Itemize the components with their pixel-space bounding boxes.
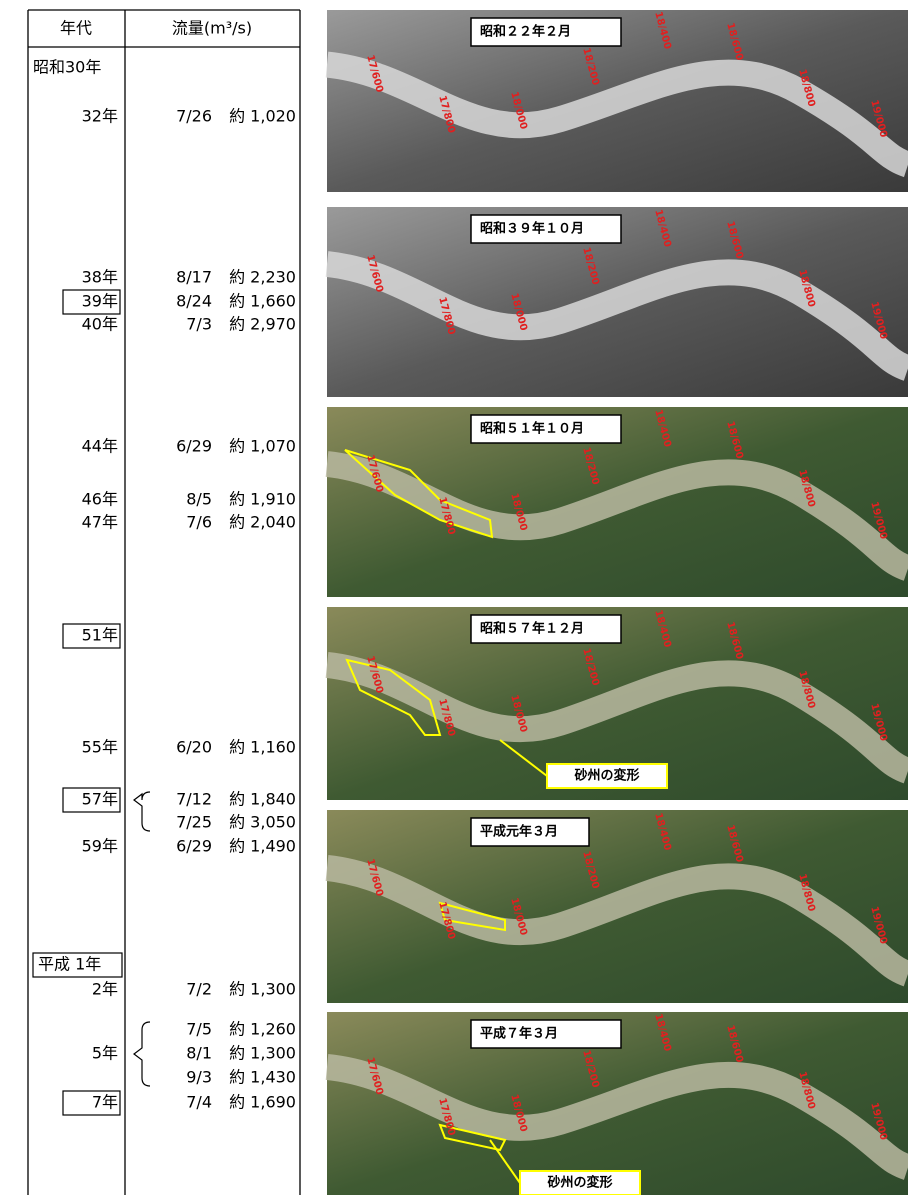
year: 44年 — [82, 437, 118, 456]
photo-title: 昭和３９年１０月 — [480, 221, 584, 237]
year: 40年 — [82, 315, 118, 334]
flow-amount: 約 1,260 — [229, 1020, 296, 1039]
flow-amount: 約 1,430 — [229, 1068, 296, 1087]
flow-date: 7/25 — [176, 813, 212, 832]
flow-amount: 約 2,040 — [229, 513, 296, 532]
photo-title: 昭和５７年１２月 — [480, 621, 584, 637]
photo-title: 平成７年３月 — [480, 1026, 558, 1042]
flow-amount: 約 2,230 — [229, 268, 296, 287]
flow-date: 6/29 — [176, 437, 212, 456]
flow-amount: 約 2,970 — [229, 315, 296, 334]
year: 47年 — [82, 513, 118, 532]
flow-date: 7/3 — [186, 315, 212, 334]
flow-date: 7/2 — [186, 980, 212, 999]
flow-amount: 約 1,300 — [229, 1044, 296, 1063]
flow-date: 6/29 — [176, 837, 212, 856]
callout: 砂州の変形 — [573, 768, 639, 784]
flow-date: 7/26 — [176, 107, 212, 126]
photo-title: 昭和２２年２月 — [480, 24, 571, 40]
year: 59年 — [82, 837, 118, 856]
flow-date: 8/1 — [186, 1044, 212, 1063]
photo-title: 昭和５１年１０月 — [480, 421, 584, 437]
year: 32年 — [82, 107, 118, 126]
flow-amount: 約 1,300 — [229, 980, 296, 999]
header-year: 年代 — [60, 19, 92, 38]
page: 年代 流量(m³/s) 昭和30年 32年 7/26 約 1,020 38年 8/17 約 … — [0, 0, 908, 1195]
flow-amount: 約 1,910 — [229, 490, 296, 509]
callout: 砂州の変形 — [546, 1175, 612, 1191]
year: 2年 — [92, 980, 118, 999]
table-lines — [28, 10, 300, 1195]
year: 46年 — [82, 490, 118, 509]
flow-amount: 約 1,070 — [229, 437, 296, 456]
flow-amount: 約 1,490 — [229, 837, 296, 856]
year: 51年 — [82, 626, 118, 645]
flow-date: 8/24 — [176, 292, 212, 311]
year: 57年 — [82, 790, 118, 809]
flow-date: 6/20 — [176, 738, 212, 757]
year: 5年 — [92, 1044, 118, 1063]
flow-date: 7/4 — [186, 1093, 212, 1112]
flow-date: 8/5 — [186, 490, 212, 509]
brace — [134, 1022, 150, 1086]
flow-date: 7/12 — [176, 790, 212, 809]
flow-date: 9/3 — [186, 1068, 212, 1087]
flow-amount: 約 1,020 — [229, 107, 296, 126]
year: 7年 — [92, 1093, 118, 1112]
year: 昭和30年 — [33, 58, 101, 77]
flow-amount: 約 1,840 — [229, 790, 296, 809]
header-flow: 流量(m³/s) — [172, 19, 252, 38]
year: 55年 — [82, 738, 118, 757]
flow-amount: 約 3,050 — [229, 813, 296, 832]
flow-amount: 約 1,660 — [229, 292, 296, 311]
year: 38年 — [82, 268, 118, 287]
flow-date: 7/6 — [186, 513, 212, 532]
flow-date: 7/5 — [186, 1020, 212, 1039]
flow-amount: 約 1,690 — [229, 1093, 296, 1112]
year: 39年 — [82, 292, 118, 311]
flow-amount: 約 1,160 — [229, 738, 296, 757]
brace — [134, 792, 150, 831]
flow-date: 8/17 — [176, 268, 212, 287]
year: 平成 1年 — [38, 955, 101, 974]
photo-title: 平成元年３月 — [480, 824, 558, 840]
